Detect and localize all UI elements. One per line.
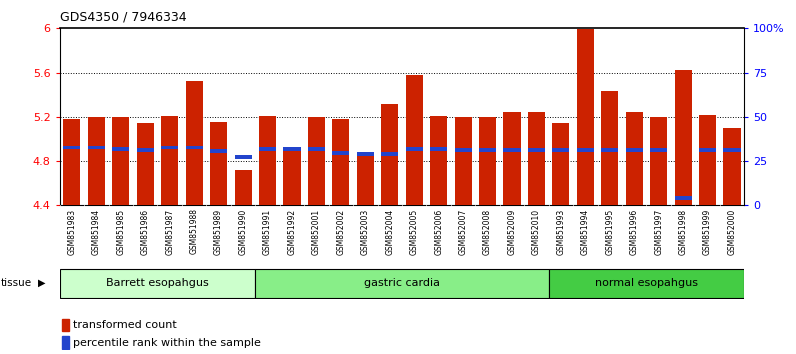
Text: GSM851997: GSM851997 bbox=[654, 209, 663, 255]
Bar bbox=[503, 148, 521, 152]
Bar bbox=[308, 147, 325, 151]
Bar bbox=[161, 145, 178, 149]
Bar bbox=[185, 81, 203, 205]
Bar bbox=[235, 170, 252, 205]
Bar bbox=[626, 113, 643, 205]
Text: GSM852000: GSM852000 bbox=[728, 209, 736, 255]
Bar bbox=[137, 148, 154, 152]
Bar bbox=[381, 152, 398, 155]
Bar bbox=[112, 147, 130, 150]
Text: GSM852008: GSM852008 bbox=[483, 209, 492, 255]
Bar bbox=[406, 147, 423, 151]
Text: GSM852002: GSM852002 bbox=[337, 209, 345, 255]
Bar bbox=[650, 148, 667, 152]
Bar bbox=[62, 336, 68, 349]
Bar bbox=[430, 147, 447, 151]
Text: GSM851995: GSM851995 bbox=[605, 209, 615, 255]
Text: Barrett esopahgus: Barrett esopahgus bbox=[106, 278, 209, 288]
Text: GSM851989: GSM851989 bbox=[214, 209, 223, 255]
Bar bbox=[308, 117, 325, 205]
Text: GSM851990: GSM851990 bbox=[239, 209, 248, 255]
Bar bbox=[381, 104, 398, 205]
Text: GSM851998: GSM851998 bbox=[679, 209, 688, 255]
Text: GDS4350 / 7946334: GDS4350 / 7946334 bbox=[60, 11, 186, 24]
Bar bbox=[503, 113, 521, 205]
Bar bbox=[185, 145, 203, 149]
Text: GSM851983: GSM851983 bbox=[68, 209, 76, 255]
Bar bbox=[357, 155, 374, 205]
Text: GSM851991: GSM851991 bbox=[263, 209, 272, 255]
Bar bbox=[528, 113, 545, 205]
Text: GSM851985: GSM851985 bbox=[116, 209, 125, 255]
Text: GSM852007: GSM852007 bbox=[458, 209, 467, 255]
Text: GSM852001: GSM852001 bbox=[312, 209, 321, 255]
Bar bbox=[601, 148, 618, 152]
Text: GSM851988: GSM851988 bbox=[189, 209, 199, 255]
Bar bbox=[430, 116, 447, 205]
Bar bbox=[674, 70, 692, 205]
Text: GSM851996: GSM851996 bbox=[630, 209, 638, 255]
Bar bbox=[88, 145, 105, 149]
Bar bbox=[112, 117, 130, 205]
Text: percentile rank within the sample: percentile rank within the sample bbox=[73, 338, 261, 348]
Bar bbox=[650, 117, 667, 205]
FancyBboxPatch shape bbox=[256, 269, 548, 297]
Text: GSM851984: GSM851984 bbox=[92, 209, 101, 255]
Text: GSM851992: GSM851992 bbox=[287, 209, 296, 255]
Text: GSM852003: GSM852003 bbox=[361, 209, 370, 255]
Bar bbox=[724, 148, 740, 152]
Text: GSM851986: GSM851986 bbox=[141, 209, 150, 255]
Bar bbox=[479, 117, 496, 205]
Bar bbox=[88, 117, 105, 205]
Bar bbox=[357, 152, 374, 155]
Text: tissue: tissue bbox=[1, 278, 32, 288]
Text: GSM851994: GSM851994 bbox=[581, 209, 590, 255]
Text: GSM851993: GSM851993 bbox=[556, 209, 565, 255]
Bar bbox=[699, 148, 716, 152]
Bar bbox=[259, 147, 276, 151]
Bar bbox=[724, 128, 740, 205]
Bar bbox=[137, 124, 154, 205]
Text: GSM852009: GSM852009 bbox=[508, 209, 517, 255]
Bar bbox=[577, 148, 594, 152]
Text: transformed count: transformed count bbox=[73, 320, 177, 330]
Bar bbox=[332, 151, 349, 155]
Text: GSM852006: GSM852006 bbox=[434, 209, 443, 255]
Bar bbox=[455, 117, 472, 205]
Text: normal esopahgus: normal esopahgus bbox=[595, 278, 698, 288]
Bar bbox=[455, 148, 472, 152]
Text: GSM852004: GSM852004 bbox=[385, 209, 394, 255]
Text: ▶: ▶ bbox=[38, 278, 45, 288]
Text: GSM852005: GSM852005 bbox=[410, 209, 419, 255]
Bar bbox=[552, 148, 569, 152]
Bar bbox=[210, 149, 227, 153]
Bar bbox=[699, 115, 716, 205]
Bar bbox=[528, 148, 545, 152]
FancyBboxPatch shape bbox=[60, 269, 256, 297]
FancyBboxPatch shape bbox=[548, 269, 744, 297]
Bar bbox=[259, 116, 276, 205]
Bar bbox=[406, 75, 423, 205]
Bar bbox=[161, 116, 178, 205]
Bar bbox=[64, 145, 80, 149]
Bar bbox=[64, 119, 80, 205]
Bar bbox=[210, 122, 227, 205]
Bar bbox=[332, 119, 349, 205]
Text: GSM852010: GSM852010 bbox=[532, 209, 541, 255]
Bar bbox=[674, 196, 692, 200]
Text: gastric cardia: gastric cardia bbox=[364, 278, 440, 288]
Bar bbox=[577, 29, 594, 205]
Bar bbox=[283, 150, 301, 205]
Bar bbox=[235, 155, 252, 159]
Bar bbox=[601, 91, 618, 205]
Text: GSM851987: GSM851987 bbox=[166, 209, 174, 255]
Bar bbox=[626, 148, 643, 152]
Bar bbox=[479, 148, 496, 152]
Bar bbox=[552, 124, 569, 205]
Bar bbox=[62, 319, 68, 331]
Text: GSM851999: GSM851999 bbox=[703, 209, 712, 255]
Bar bbox=[283, 147, 301, 151]
